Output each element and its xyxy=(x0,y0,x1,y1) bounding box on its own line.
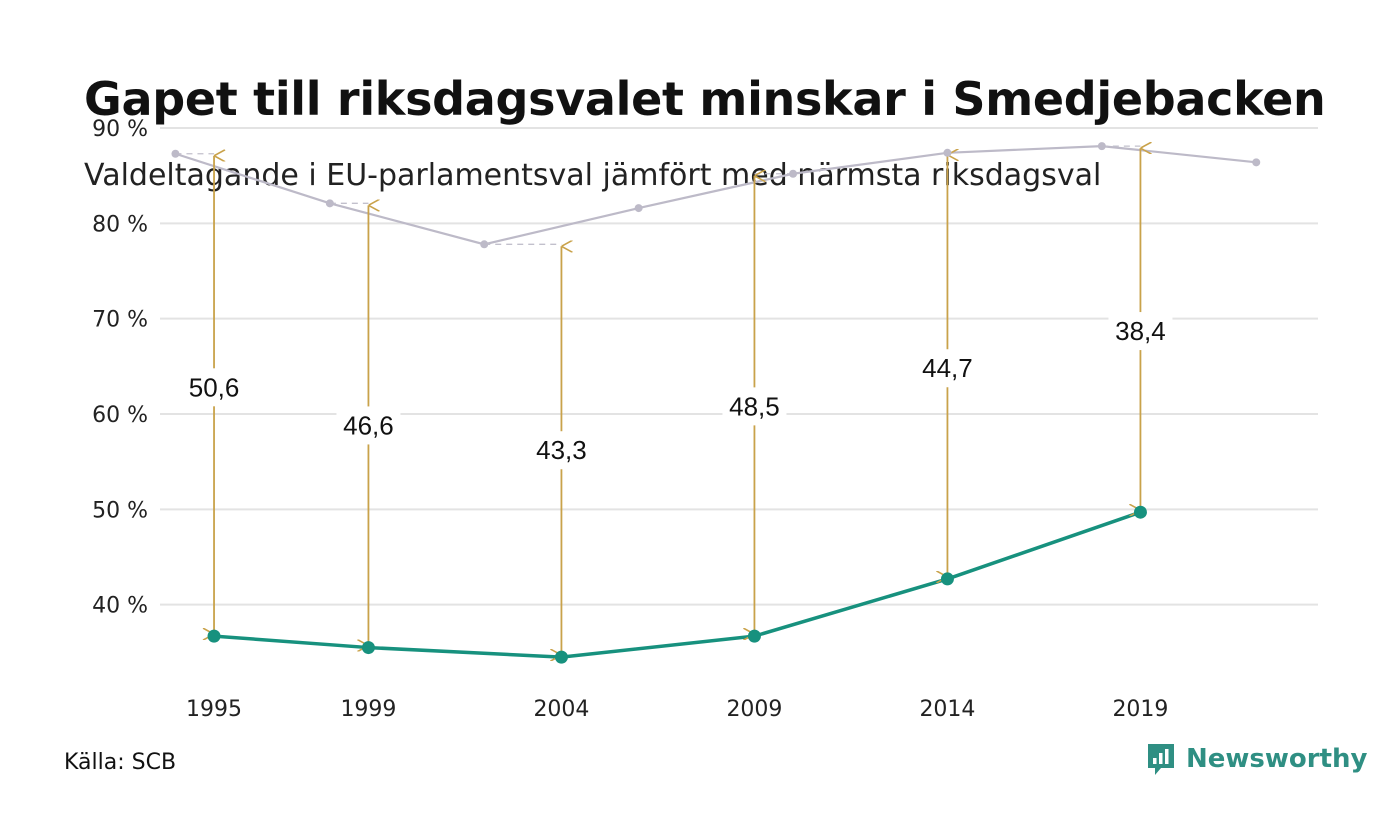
eu-point xyxy=(207,629,221,643)
riksdag-point xyxy=(1252,158,1261,167)
x-tick-label: 2014 xyxy=(919,697,975,722)
y-tick-label: 40 % xyxy=(92,594,148,619)
riksdag-point xyxy=(1097,142,1106,151)
riksdag-point xyxy=(943,148,952,157)
gap-label: 46,6 xyxy=(343,410,394,440)
riksdag-point xyxy=(171,149,180,158)
eu-point xyxy=(940,572,954,586)
gap-chart: 40 % 50 % 60 % 70 % 80 % 90 % 1995 1999 2004 200… xyxy=(92,117,1318,722)
y-tick-label: 50 % xyxy=(92,498,148,523)
riksdag-point xyxy=(480,240,489,249)
gap-label-background xyxy=(1108,312,1173,351)
x-tick-label: 2004 xyxy=(533,697,589,722)
eu-point xyxy=(1133,505,1147,519)
page-subtitle: Valdeltagande i EU-parlamentsval jämfört… xyxy=(84,158,1102,193)
riksdag-point xyxy=(325,199,334,208)
x-tick-label: 1995 xyxy=(186,697,242,722)
series-points xyxy=(171,142,1261,664)
eu-point xyxy=(361,641,375,655)
gridlines xyxy=(160,127,1318,606)
gap-label-background xyxy=(182,368,247,407)
eu-point xyxy=(554,650,568,664)
gap-label: 43,3 xyxy=(536,435,587,465)
gap-label: 50,6 xyxy=(189,372,240,402)
series-lines xyxy=(175,145,1257,659)
y-tick-label: 60 % xyxy=(92,403,148,428)
page-title: Gapet till riksdagsvalet minskar i Smedj… xyxy=(84,72,1326,126)
gap-label: 48,5 xyxy=(729,391,780,421)
x-axis-ticks: 1995 1999 2004 2009 2014 2019 xyxy=(186,697,1168,722)
gap-label-background xyxy=(336,406,401,445)
y-tick-label: 90 % xyxy=(92,117,148,142)
gap-label: 44,7 xyxy=(922,353,973,383)
riksdag-line xyxy=(175,145,1257,246)
x-tick-label: 2019 xyxy=(1112,697,1168,722)
gap-label-background xyxy=(529,431,594,470)
eu-point xyxy=(747,629,761,643)
eu-line xyxy=(213,510,1142,659)
gap-label: 38,4 xyxy=(1115,316,1166,346)
bar-chart-speech-bubble-icon xyxy=(1148,744,1174,775)
x-tick-label: 1999 xyxy=(340,697,396,722)
y-tick-label: 80 % xyxy=(92,212,148,237)
brand-name: Newsworthy xyxy=(1186,744,1368,774)
gap-arrows: 50,6 46,6 43,3 48,5 44,7 38,4 xyxy=(175,146,1173,655)
x-tick-label: 2009 xyxy=(726,697,782,722)
source-note: Källa: SCB xyxy=(64,750,177,775)
riksdag-point xyxy=(789,169,798,178)
y-tick-label: 70 % xyxy=(92,308,148,333)
gap-label-background xyxy=(722,387,787,426)
gap-label-background xyxy=(915,349,980,388)
y-axis-ticks: 40 % 50 % 60 % 70 % 80 % 90 % xyxy=(92,117,148,619)
newsworthy-logo: Newsworthy xyxy=(1146,742,1367,776)
riksdag-point xyxy=(634,204,643,213)
